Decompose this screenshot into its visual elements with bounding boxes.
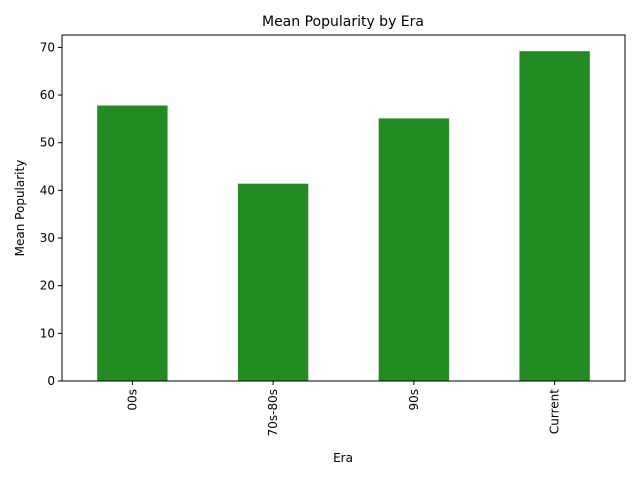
bar-current <box>519 51 590 381</box>
x-tick-label: 00s <box>125 389 139 411</box>
plot-frame <box>61 34 626 382</box>
y-axis: 0 10 20 30 40 50 60 70 <box>40 40 62 388</box>
bar-00s <box>97 105 168 382</box>
y-tick-label: 50 <box>40 136 55 150</box>
y-tick-label: 30 <box>40 231 55 245</box>
x-axis: 00s 70s-80s 90s Current <box>125 381 562 436</box>
x-axis-label: Era <box>333 451 353 465</box>
y-tick-label: 20 <box>40 279 55 293</box>
chart-title: Mean Popularity by Era <box>262 14 424 30</box>
y-tick-label: 40 <box>40 183 55 197</box>
bar-90s <box>378 118 450 381</box>
y-tick-label: 60 <box>40 88 55 102</box>
x-tick-label: 70s-80s <box>266 389 280 436</box>
y-tick-label: 70 <box>40 40 55 54</box>
y-tick-label: 0 <box>47 374 55 388</box>
y-tick-label: 10 <box>40 326 55 340</box>
x-tick-label: 90s <box>407 389 421 411</box>
y-axis-label: Mean Popularity <box>13 160 27 257</box>
x-tick-label: Current <box>548 389 562 434</box>
bars-group <box>97 51 590 382</box>
bar-70s-80s <box>237 183 309 381</box>
